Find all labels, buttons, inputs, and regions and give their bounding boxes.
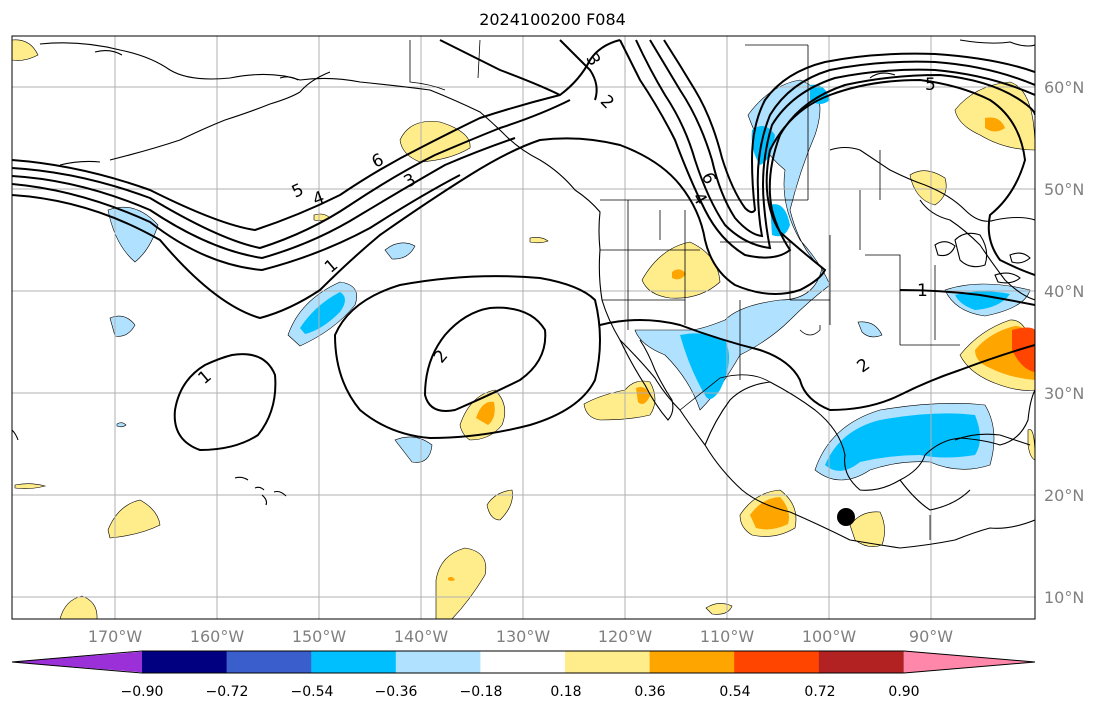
- colorbar-tick-label: −0.72: [206, 684, 249, 700]
- colorbar-segment: [142, 651, 227, 673]
- latitude-labels: 60°N 50°N 40°N 30°N 20°N 10°N: [1044, 78, 1084, 607]
- warm-anomaly-core: [448, 576, 455, 581]
- colorbar-segment: [565, 651, 650, 673]
- lat-label: 60°N: [1044, 78, 1084, 97]
- warm-anomaly-area: [849, 511, 885, 547]
- warm-anomaly-area: [909, 170, 947, 206]
- lon-label: 150°W: [292, 627, 347, 646]
- colorbar-segment: [734, 651, 820, 673]
- colorbar-tick-label: 0.72: [804, 684, 835, 700]
- colorbar-ticks: −0.90 −0.72 −0.54 −0.36 −0.18 0.18 0.36 …: [121, 684, 920, 700]
- colorbar-tick-label: −0.54: [291, 684, 334, 700]
- cool-anomaly-area: [384, 242, 416, 260]
- cool-anomaly-area: [394, 436, 433, 463]
- cool-anomaly-core: [770, 204, 790, 237]
- colorbar-tick-label: −0.36: [375, 684, 418, 700]
- lat-label: 30°N: [1044, 384, 1084, 403]
- colorbar-tick-label: −0.18: [460, 684, 503, 700]
- warm-anomaly-core: [985, 117, 1005, 132]
- warm-anomaly-area: [107, 499, 161, 539]
- warm-anomaly-core: [636, 387, 650, 404]
- lon-label: 90°W: [909, 627, 953, 646]
- lon-label: 130°W: [496, 627, 551, 646]
- contour-label: 5: [925, 75, 936, 95]
- lat-label: 20°N: [1044, 486, 1084, 505]
- cool-anomaly-area: [857, 321, 883, 338]
- colorbar-segment: [226, 651, 312, 673]
- lon-label: 120°W: [598, 627, 653, 646]
- lon-label: 100°W: [802, 627, 857, 646]
- colorbar-segment: [311, 651, 397, 673]
- lon-label: 110°W: [700, 627, 755, 646]
- warm-anomaly-area: [435, 547, 487, 619]
- colorbar-tick-label: −0.90: [121, 684, 164, 700]
- warm-anomaly-core: [672, 269, 686, 280]
- contour-lines: [12, 39, 1035, 452]
- colorbar-right-arrow: [904, 651, 1035, 673]
- colorbar-tick-label: 0.18: [550, 684, 581, 700]
- map-title: 2024100200 F084: [479, 10, 626, 29]
- colorbar-segment: [649, 651, 735, 673]
- warm-anomaly-area: [14, 483, 47, 489]
- graticule: [12, 36, 1035, 619]
- warm-anomaly-area: [529, 237, 549, 244]
- lat-label: 50°N: [1044, 180, 1084, 199]
- cool-anomaly-area: [116, 422, 127, 428]
- warm-anomaly-area: [59, 595, 98, 619]
- colorbar-segments: [11, 650, 1036, 674]
- lat-label: 40°N: [1044, 282, 1084, 301]
- cool-anomaly-core: [825, 413, 980, 471]
- colorbar-tick-label: 0.54: [719, 684, 750, 700]
- lon-label: 170°W: [88, 627, 143, 646]
- lon-label: 160°W: [190, 627, 245, 646]
- contour-label: 1: [917, 281, 928, 301]
- colorbar-segment: [395, 651, 481, 673]
- cool-anomaly-core: [300, 292, 345, 334]
- coastlines: [12, 39, 1035, 549]
- point-marker: [837, 508, 855, 526]
- colorbar-outline: [11, 650, 1036, 674]
- colorbar: −0.90 −0.72 −0.54 −0.36 −0.18 0.18 0.36 …: [11, 650, 1036, 700]
- longitude-labels: 170°W 160°W 150°W 140°W 130°W 120°W 110°…: [88, 627, 953, 646]
- lon-label: 140°W: [394, 627, 449, 646]
- colorbar-tick-label: 0.36: [634, 684, 665, 700]
- colorbar-segment: [818, 651, 904, 673]
- colorbar-segment: [480, 651, 566, 673]
- lat-label: 10°N: [1044, 588, 1084, 607]
- warm-anomaly-core: [476, 401, 495, 425]
- map-frame: [11, 35, 1036, 620]
- cool-anomaly-core: [955, 291, 1010, 310]
- colorbar-left-arrow: [12, 651, 151, 673]
- cool-anomaly-area: [109, 315, 136, 337]
- warm-anomaly-area: [12, 39, 39, 61]
- warm-anomaly-area: [705, 603, 733, 615]
- colorbar-tick-label: 0.90: [888, 684, 919, 700]
- warm-anomaly-core: [750, 497, 789, 530]
- cool-anomaly-core: [680, 333, 729, 399]
- warm-anomaly-high: [1012, 327, 1035, 372]
